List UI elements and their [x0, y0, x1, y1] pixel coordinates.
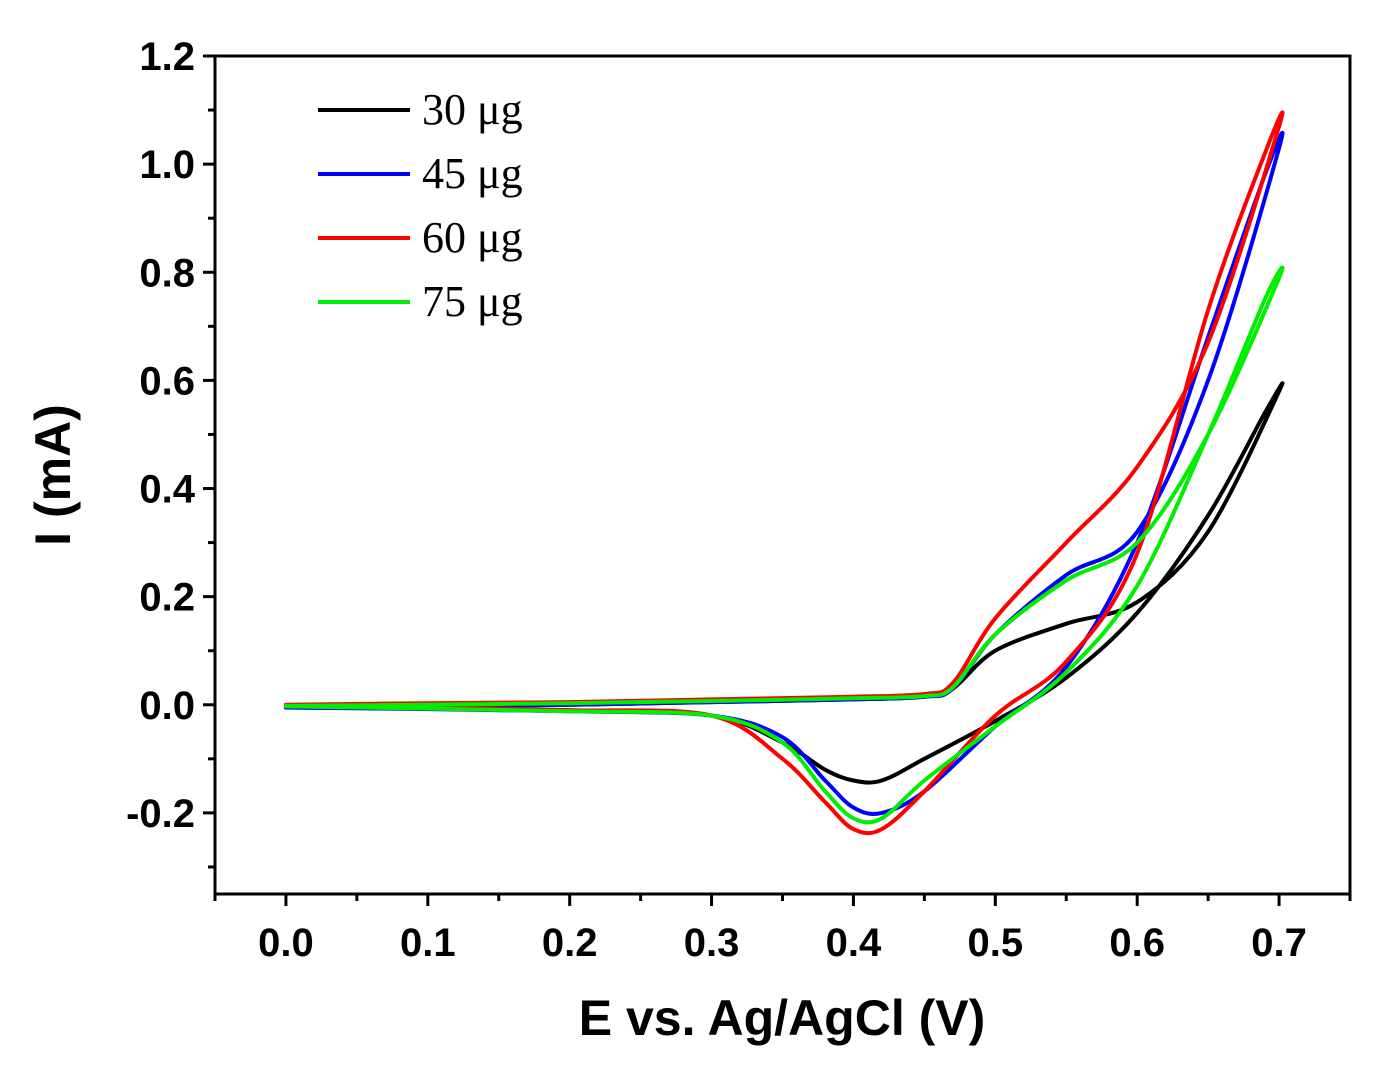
- x-tick-label: 0.7: [1251, 921, 1307, 965]
- y-tick-label: 0.6: [139, 359, 195, 403]
- series-lines: [283, 110, 1285, 836]
- x-tick-label: 0.5: [968, 921, 1024, 965]
- y-tick-label: 0.2: [139, 576, 195, 620]
- y-axis-ticks: -0.2 0.0 0.2 0.4 0.6 0.8 1.0 1.2: [126, 35, 215, 869]
- y-tick-label: -0.2: [126, 792, 195, 836]
- x-tick-label: 0.3: [684, 921, 740, 965]
- y-tick-label: 1.2: [139, 35, 195, 79]
- y-tick-label: 0.0: [139, 684, 195, 728]
- legend: 30 μg 45 μg 60 μg 75 μg: [318, 85, 523, 326]
- legend-label: 30 μg: [422, 85, 523, 134]
- y-axis-title: I (mA): [25, 404, 81, 546]
- series-line-1: [283, 381, 1285, 785]
- legend-label: 45 μg: [422, 149, 523, 198]
- x-tick-label: 0.4: [826, 921, 882, 965]
- x-tick-label: 0.0: [258, 921, 314, 965]
- x-tick-label: 0.1: [400, 921, 456, 965]
- x-axis-title: E vs. Ag/AgCl (V): [579, 990, 986, 1046]
- legend-label: 60 μg: [422, 213, 523, 262]
- plot-frame: [213, 54, 1352, 896]
- series-line-4: [283, 265, 1285, 825]
- legend-label: 75 μg: [422, 277, 523, 326]
- y-tick-label: 0.4: [139, 468, 195, 512]
- x-tick-label: 0.6: [1109, 921, 1165, 965]
- y-tick-label: 0.8: [139, 251, 195, 295]
- y-tick-label: 1.0: [139, 143, 195, 187]
- x-axis-ticks: 0.0 0.1 0.2 0.3 0.4 0.5 0.6 0.7: [213, 894, 1352, 965]
- x-tick-label: 0.2: [542, 921, 598, 965]
